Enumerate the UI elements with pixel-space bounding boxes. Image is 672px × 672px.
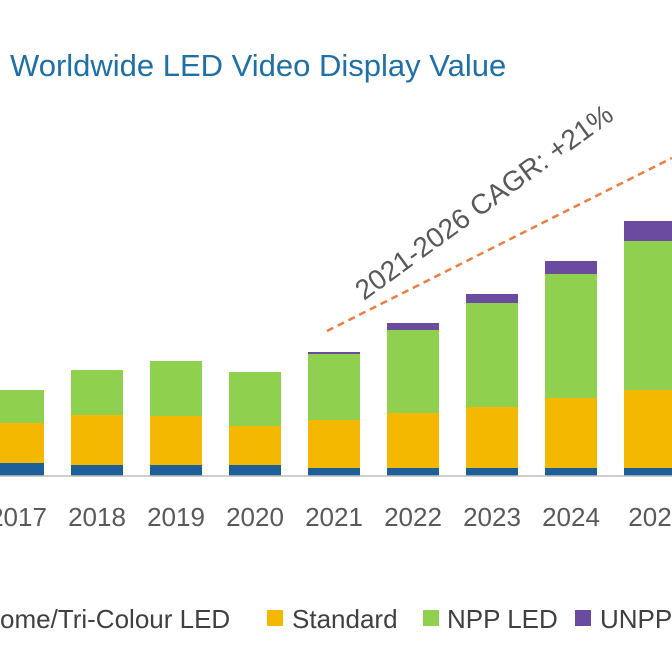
bar-2021-series-2: [308, 354, 360, 420]
bar-2025-series-1: [624, 390, 672, 468]
bar-2022-series-1: [387, 413, 439, 468]
bar-2023-series-1: [466, 407, 518, 468]
bar-2020-series-0: [229, 465, 281, 476]
bar-2018-series-0: [71, 465, 123, 476]
legend-label: Standard: [292, 604, 398, 634]
chart-title: Worldwide LED Video Display Value: [10, 48, 506, 83]
bar-2022-series-3: [387, 323, 439, 330]
bar-2019-series-1: [150, 416, 202, 465]
bar-2022-series-0: [387, 468, 439, 476]
x-tick-label: 2017: [0, 502, 47, 532]
bar-2024-series-2: [545, 274, 597, 398]
bar-2021-series-3: [308, 352, 360, 354]
bars-layer: [0, 221, 672, 476]
bar-2025-series-0: [624, 468, 672, 476]
bar-2021-series-1: [308, 420, 360, 468]
bar-2024-series-3: [545, 261, 597, 274]
x-tick-label: 202: [628, 502, 671, 532]
cagr-trend-line: [326, 156, 672, 333]
bar-2018-series-2: [71, 370, 123, 415]
x-tick-label: 2022: [384, 502, 442, 532]
x-tick-label: 2019: [147, 502, 205, 532]
legend-swatch: [423, 610, 439, 626]
legend-label: ome/Tri-Colour LED: [0, 604, 230, 634]
bar-2024-series-1: [545, 398, 597, 468]
bar-2023-series-3: [466, 294, 518, 303]
bar-2018-series-1: [71, 415, 123, 465]
bar-2017-series-0: [0, 463, 44, 476]
x-tick-label: 2018: [68, 502, 126, 532]
bar-2023-series-0: [466, 468, 518, 476]
bar-2024-series-0: [545, 468, 597, 476]
bar-2023-series-2: [466, 303, 518, 407]
bar-2020-series-2: [229, 372, 281, 426]
bar-2025-series-2: [624, 241, 672, 390]
bar-2021-series-0: [308, 468, 360, 476]
legend-swatch: [267, 610, 283, 626]
x-tick-label: 2023: [463, 502, 521, 532]
bar-2020-series-1: [229, 426, 281, 465]
legend-label: UNPP: [600, 604, 672, 634]
bar-2022-series-2: [387, 330, 439, 413]
legend-label: NPP LED: [447, 604, 558, 634]
x-tick-label: 2021: [305, 502, 363, 532]
bar-2019-series-2: [150, 361, 202, 416]
legend: ome/Tri-Colour LED Standard NPP LED UNPP: [0, 604, 672, 634]
bar-2019-series-0: [150, 465, 202, 476]
legend-swatch: [575, 610, 591, 626]
x-tick-label: 2020: [226, 502, 284, 532]
bar-2025-series-3: [624, 221, 672, 241]
bar-2017-series-1: [0, 423, 44, 463]
x-tick-labels: 2017 2018 2019 2020 2021 2022 2023 2024 202: [0, 502, 672, 532]
bar-2017-series-2: [0, 390, 44, 423]
x-tick-label: 2024: [542, 502, 600, 532]
